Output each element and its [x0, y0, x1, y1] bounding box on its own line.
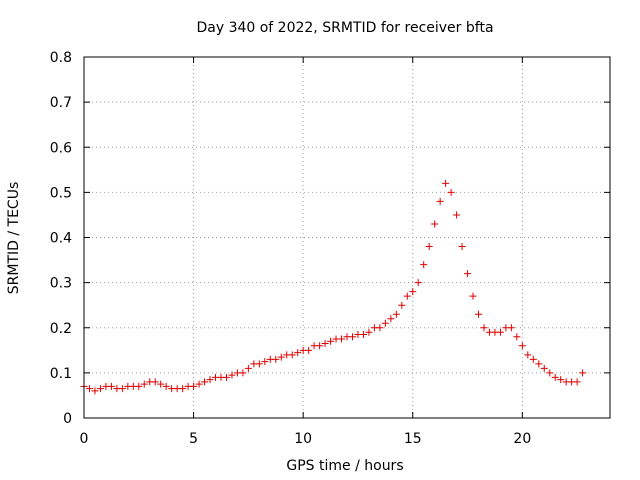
- y-tick-label: 0.8: [50, 50, 72, 66]
- x-tick-label: 20: [513, 431, 531, 447]
- data-point: [162, 382, 170, 390]
- data-point: [255, 360, 263, 368]
- axis-ticks: [83, 56, 610, 419]
- data-point: [327, 337, 335, 345]
- data-point: [540, 364, 548, 372]
- data-point: [157, 380, 165, 388]
- y-axis-label: SRMTID / TECUs: [6, 182, 22, 295]
- data-point: [557, 376, 565, 384]
- data-point: [85, 385, 93, 393]
- data-point: [91, 387, 99, 395]
- x-tick-label: 15: [404, 431, 422, 447]
- data-point: [579, 369, 587, 377]
- x-tick-label: 5: [189, 431, 198, 447]
- y-tick-label: 0.5: [50, 185, 72, 201]
- data-point: [222, 373, 230, 381]
- y-tick-label: 0.4: [50, 231, 72, 247]
- data-point: [420, 261, 428, 269]
- data-point: [190, 382, 198, 390]
- data-point: [535, 360, 543, 368]
- data-point: [573, 378, 581, 386]
- data-point: [453, 211, 461, 219]
- data-point: [338, 335, 346, 343]
- data-point: [179, 385, 187, 393]
- plot-frame: [83, 56, 611, 419]
- y-tick-label: 0.1: [50, 366, 72, 382]
- data-point: [359, 331, 367, 339]
- data-point: [524, 351, 532, 359]
- data-point: [288, 351, 296, 359]
- y-tick-label: 0.2: [50, 321, 72, 337]
- data-point: [464, 270, 472, 278]
- data-point: [228, 371, 236, 379]
- data-point: [201, 378, 209, 386]
- data-point: [551, 373, 559, 381]
- y-tick-labels: 0 0.1 0.2 0.3 0.4 0.5 0.6 0.7 0.8: [50, 50, 72, 427]
- data-point: [206, 376, 214, 384]
- data-point: [365, 328, 373, 336]
- data-point: [316, 342, 324, 350]
- data-point: [392, 310, 400, 318]
- data-point: [376, 324, 384, 332]
- data-point: [469, 292, 477, 300]
- data-point: [305, 346, 313, 354]
- data-point: [118, 385, 126, 393]
- data-point: [140, 380, 148, 388]
- data-point: [244, 364, 252, 372]
- data-point: [294, 349, 302, 357]
- data-point: [529, 355, 537, 363]
- data-point: [277, 353, 285, 361]
- data-point: [513, 333, 521, 341]
- data-point: [431, 220, 439, 228]
- data-point: [272, 355, 280, 363]
- data-point: [261, 358, 269, 366]
- data-point: [458, 243, 466, 251]
- data-point: [442, 179, 450, 187]
- data-point: [546, 369, 554, 377]
- data-point: [409, 288, 417, 296]
- data-point: [475, 310, 482, 318]
- data-point: [518, 342, 526, 350]
- data-point: [398, 301, 406, 309]
- data-point: [447, 188, 455, 196]
- data-point: [480, 324, 488, 332]
- chart-title: Day 340 of 2022, SRMTID for receiver bft…: [196, 20, 493, 36]
- x-tick-label: 0: [80, 431, 89, 447]
- data-point: [135, 382, 143, 390]
- y-tick-label: 0.6: [50, 140, 72, 156]
- y-tick-label: 0.3: [50, 276, 72, 292]
- data-point: [96, 385, 104, 393]
- data-point: [507, 324, 515, 332]
- data-point: [414, 279, 422, 287]
- y-tick-label: 0: [63, 411, 72, 427]
- data-point: [348, 333, 356, 341]
- data-point: [321, 340, 329, 348]
- data-point: [425, 243, 433, 251]
- data-point: [436, 197, 444, 205]
- x-tick-label: 10: [294, 431, 312, 447]
- data-point: [107, 382, 115, 390]
- data-point: [195, 380, 203, 388]
- data-point: [496, 328, 504, 336]
- data-point: [381, 319, 389, 327]
- y-tick-label: 0.7: [50, 95, 72, 111]
- data-point: [151, 378, 159, 386]
- data-point: [403, 292, 411, 300]
- x-tick-labels: 0 5 10 15 20: [80, 431, 532, 447]
- data-points: [80, 179, 587, 395]
- data-point: [239, 369, 247, 377]
- grid-lines: [84, 57, 610, 418]
- x-axis-label: GPS time / hours: [286, 458, 403, 474]
- data-point: [387, 315, 395, 323]
